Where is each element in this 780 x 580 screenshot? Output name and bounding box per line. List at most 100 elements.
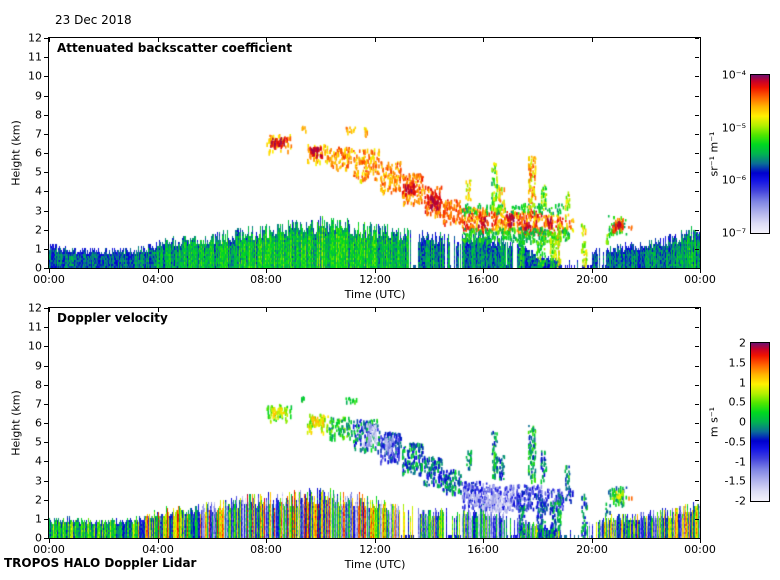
y-tick-mark-right [695,538,699,539]
colorbar-tick-label: 10⁻⁴ [721,68,746,82]
y-tick-mark-right [695,115,699,116]
y-tick-mark [44,230,48,231]
colorbar-unit-label: m s⁻¹ [707,406,721,438]
colorbar-tick-label: 0.5 [728,395,747,409]
y-tick-mark [44,191,48,192]
y-tick-mark-right [695,134,699,135]
x-tick-label: 00:00 [33,543,65,556]
x-tick-mark [592,269,593,273]
y-tick-mark-right [695,461,699,462]
y-tick-label: 4 [35,184,42,198]
x-tick-mark-top [592,308,593,312]
y-tick-mark [44,153,48,154]
y-tick-mark [44,346,48,347]
y-tick-mark [44,423,48,424]
y-tick-label: 2 [35,223,42,237]
y-tick-mark-right [695,230,699,231]
colorbar-tick-label: 2 [739,336,746,350]
x-tick-mark [700,539,701,543]
y-tick-mark-right [695,404,699,405]
y-tick-mark [44,327,48,328]
y-tick-mark [44,308,48,309]
x-tick-label: 16:00 [467,273,499,286]
y-tick-mark [44,96,48,97]
y-tick-mark [44,115,48,116]
y-tick-label: 9 [35,359,42,373]
x-tick-label: 12:00 [359,543,391,556]
y-tick-label: 0 [35,261,42,275]
y-tick-mark [44,211,48,212]
colorbar-tick-label: 0 [739,415,746,429]
y-tick-mark [44,172,48,173]
x-tick-mark [375,269,376,273]
x-tick-mark [49,539,50,543]
colorbar-tick-label: -1.5 [724,474,746,488]
x-axis-title: Time (UTC) [344,288,406,301]
y-tick-label: 5 [35,435,42,449]
colorbar-tick-label: 1 [739,376,746,390]
y-tick-mark-right [695,385,699,386]
y-tick-mark [44,500,48,501]
x-tick-mark-top [158,308,159,312]
x-tick-label: 00:00 [33,273,65,286]
doppler-heatmap [49,308,700,538]
y-tick-label: 2 [35,493,42,507]
colorbar-tick-label: 1.5 [728,356,747,370]
y-tick-mark-right [695,308,699,309]
backscatter-panel-title: Attenuated backscatter coefficient [57,41,293,55]
x-tick-mark-top [375,308,376,312]
y-tick-mark-right [695,57,699,58]
colorbar-tick-label: -2 [735,494,746,508]
x-tick-mark [158,269,159,273]
colorbar-tick-label: 10⁻⁷ [721,226,746,240]
y-tick-mark [44,57,48,58]
y-tick-label: 6 [35,146,42,160]
y-tick-label: 10 [28,69,42,83]
x-tick-mark [592,539,593,543]
y-tick-mark-right [695,38,699,39]
x-tick-mark [375,539,376,543]
x-tick-label: 20:00 [576,273,608,286]
x-tick-mark [483,539,484,543]
y-tick-mark [44,519,48,520]
y-tick-mark [44,538,48,539]
y-tick-label: 1 [35,512,42,526]
x-tick-label: 04:00 [142,543,174,556]
colorbar-tick-label: 10⁻⁶ [721,173,746,187]
colorbar-tick-label: -1 [735,455,746,469]
x-tick-mark [49,269,50,273]
y-tick-mark-right [695,346,699,347]
x-tick-mark [483,269,484,273]
x-tick-mark [266,269,267,273]
date-label: 23 Dec 2018 [55,13,132,27]
y-tick-mark-right [695,366,699,367]
x-tick-mark [158,539,159,543]
doppler-panel-title: Doppler velocity [57,311,168,325]
doppler-colorbar [750,342,770,502]
y-tick-label: 6 [35,416,42,430]
y-tick-mark-right [695,500,699,501]
x-tick-label: 16:00 [467,543,499,556]
y-axis-title: Height (km) [9,390,23,456]
y-tick-mark-right [695,211,699,212]
y-tick-mark [44,38,48,39]
y-tick-label: 8 [35,108,42,122]
y-tick-mark-right [695,76,699,77]
y-tick-mark [44,481,48,482]
x-tick-label: 00:00 [684,273,716,286]
y-tick-mark-right [695,191,699,192]
x-axis-title: Time (UTC) [344,558,406,571]
y-axis-title: Height (km) [9,120,23,186]
y-tick-mark-right [695,481,699,482]
y-tick-mark-right [695,519,699,520]
backscatter-heatmap [49,38,700,268]
y-tick-label: 3 [35,204,42,218]
y-tick-mark-right [695,268,699,269]
x-tick-mark-top [266,38,267,42]
x-tick-mark [700,269,701,273]
y-tick-label: 3 [35,474,42,488]
y-tick-mark-right [695,96,699,97]
y-tick-label: 5 [35,165,42,179]
x-tick-label: 08:00 [250,273,282,286]
